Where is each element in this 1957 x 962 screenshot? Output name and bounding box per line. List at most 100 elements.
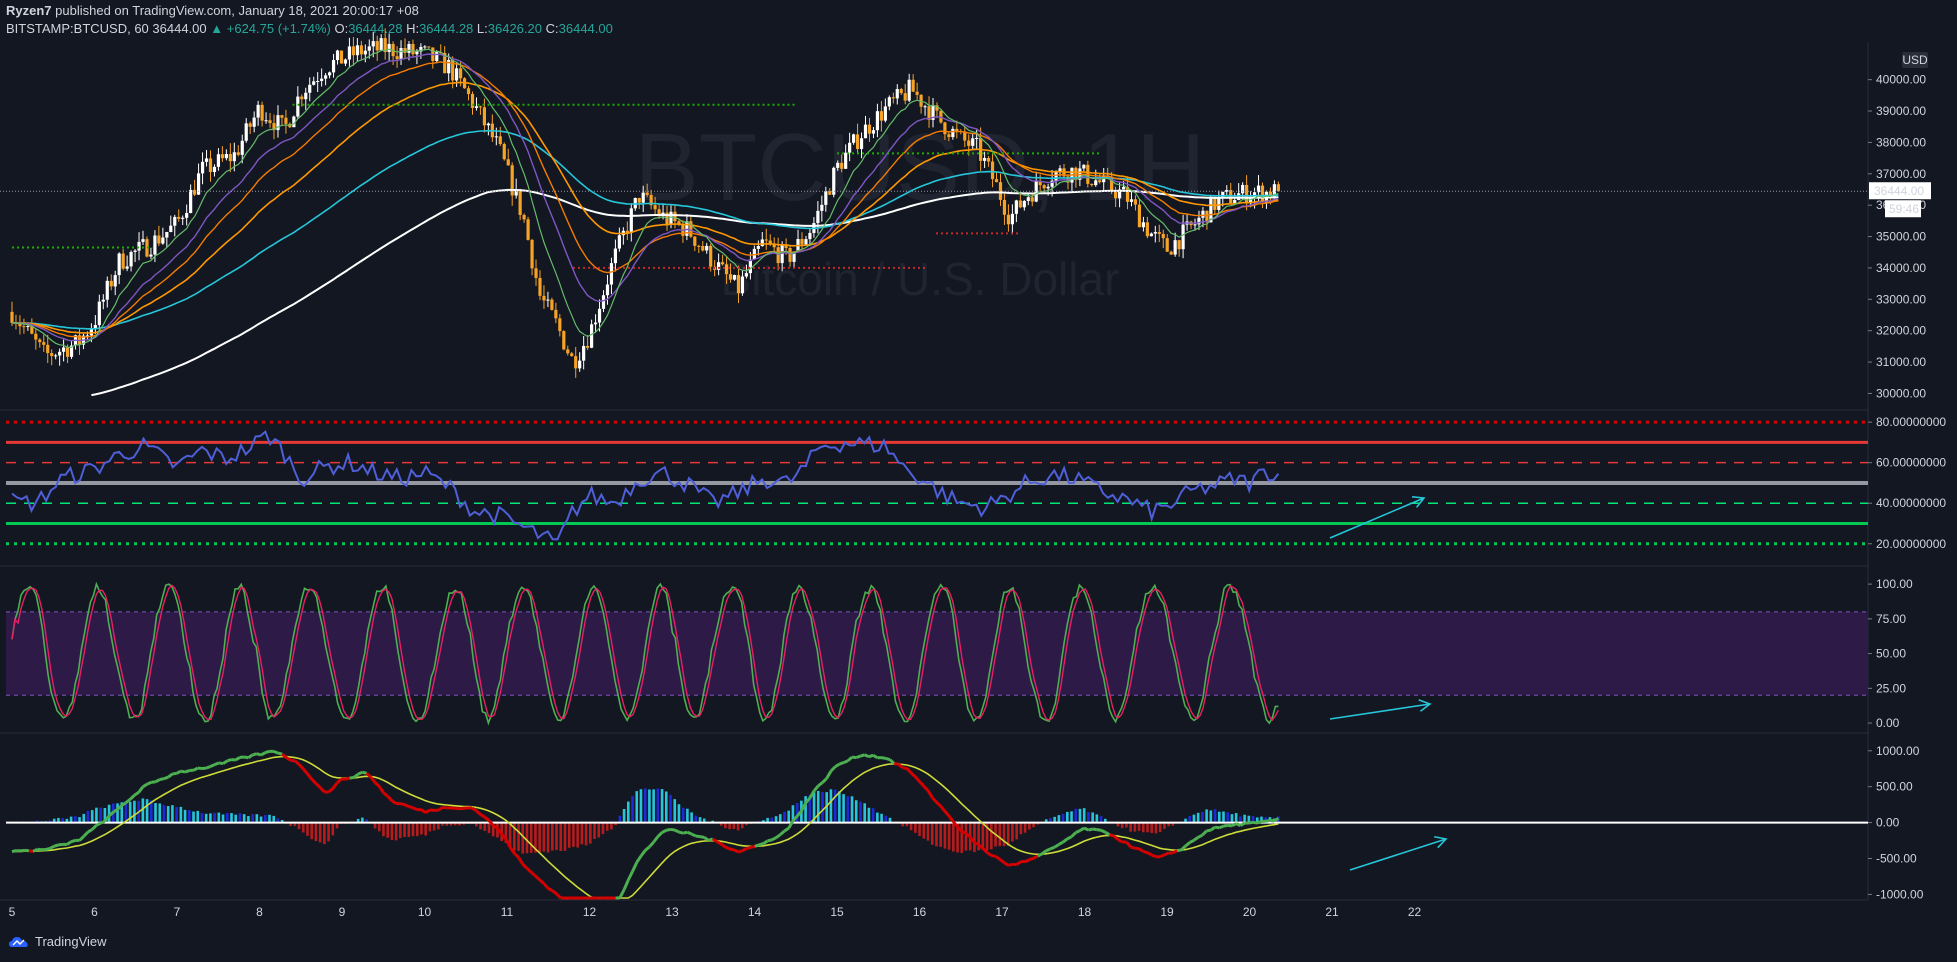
macd-line-segment xyxy=(542,882,550,890)
macd-line-segment xyxy=(661,828,667,834)
macd-histogram-bar xyxy=(171,805,174,823)
macd-line-segment xyxy=(302,767,309,775)
macd-histogram-bar xyxy=(935,822,938,847)
last-price-tag-bg xyxy=(1869,182,1931,200)
macd-line-segment xyxy=(256,752,262,757)
macd-line-segment xyxy=(163,775,169,781)
macd-line-segment xyxy=(1214,825,1220,830)
macd-histogram-bar xyxy=(842,794,845,823)
macd-histogram-bar xyxy=(1205,809,1208,823)
macd-histogram-bar xyxy=(981,822,985,850)
macd-line-segment xyxy=(1100,828,1106,834)
candle-body xyxy=(1237,193,1241,201)
macd-histogram-bar xyxy=(103,808,107,823)
macd-histogram-bar xyxy=(884,815,888,823)
macd-line-segment xyxy=(112,808,119,814)
candle-body xyxy=(550,299,554,310)
macd-line-segment xyxy=(1248,820,1254,825)
rsi-axis-tick-label: 20.00000000 xyxy=(1876,537,1946,551)
macd-histogram-bar xyxy=(652,789,655,823)
candle-body xyxy=(351,46,356,56)
macd-line-segment xyxy=(631,861,639,873)
stoch-axis-tick-label: 0.00 xyxy=(1876,716,1900,730)
tradingview-logo[interactable]: TradingView xyxy=(8,934,107,949)
low-value: 36426.20 xyxy=(487,21,542,36)
candle-body xyxy=(1125,186,1130,202)
candle-body xyxy=(1034,180,1038,202)
macd-line-segment xyxy=(1012,862,1017,867)
macd-line-segment xyxy=(487,819,495,827)
macd-line-segment xyxy=(1024,858,1030,863)
macd-histogram-bar xyxy=(880,813,883,823)
macd-line-segment xyxy=(690,832,697,838)
candle-body xyxy=(955,128,959,132)
macd-histogram-bar xyxy=(145,799,149,823)
macd-line-segment xyxy=(297,763,305,770)
macd-histogram-bar xyxy=(1057,815,1061,823)
macd-histogram-bar xyxy=(660,789,664,823)
macd-histogram-bar xyxy=(251,814,254,823)
candle-body xyxy=(911,79,915,92)
macd-histogram-bar xyxy=(572,822,575,847)
macd-histogram-bar xyxy=(795,802,799,823)
macd-axis-tick-label: -500.00 xyxy=(1876,852,1917,866)
macd-line-segment xyxy=(804,797,811,805)
macd-histogram-bar xyxy=(698,817,702,823)
macd-line-segment xyxy=(293,759,301,766)
author-name[interactable]: Ryzen7 xyxy=(6,3,52,18)
macd-histogram-bar xyxy=(926,822,930,841)
candle-body xyxy=(403,48,407,53)
macd-line-segment xyxy=(952,820,959,828)
macd-histogram-bar xyxy=(656,788,660,823)
candle-body xyxy=(478,106,483,108)
candle-body xyxy=(625,230,629,233)
macd-histogram-bar xyxy=(914,822,917,833)
macd-line-segment xyxy=(133,791,140,797)
macd-histogram-bar xyxy=(247,816,250,823)
macd-histogram-bar xyxy=(787,810,791,823)
macd-histogram-bar xyxy=(1019,822,1023,835)
candle-body xyxy=(768,240,772,244)
macd-line-segment xyxy=(1189,838,1195,844)
candle-body xyxy=(609,263,614,285)
macd-histogram-bar xyxy=(1129,822,1132,832)
macd-histogram-bar xyxy=(1120,822,1124,829)
macd-histogram-bar xyxy=(517,822,520,851)
macd-histogram-bar xyxy=(943,822,947,849)
currency-badge[interactable]: USD xyxy=(1902,53,1928,67)
macd-line-segment xyxy=(234,756,241,762)
macd-line-segment xyxy=(922,785,930,792)
macd-line-segment xyxy=(1218,824,1225,830)
candle-body xyxy=(927,106,931,120)
macd-line-segment xyxy=(82,830,90,838)
candle-body xyxy=(304,92,308,100)
macd-line-segment xyxy=(1070,831,1077,838)
macd-line-segment xyxy=(525,867,533,874)
candle-body xyxy=(1161,233,1165,239)
macd-histogram-bar xyxy=(158,803,162,823)
macd-histogram-bar xyxy=(964,822,968,851)
macd-line-segment xyxy=(273,749,279,755)
candle-body xyxy=(284,117,288,124)
macd-histogram-bar xyxy=(445,822,449,826)
macd-line-segment xyxy=(686,830,693,836)
macd-line-segment xyxy=(455,806,460,811)
macd-histogram-bar xyxy=(1137,822,1141,831)
macd-histogram-bar xyxy=(331,822,335,836)
macd-line-segment xyxy=(1053,843,1060,849)
candle-body xyxy=(494,136,498,138)
candle-body xyxy=(371,41,375,47)
macd-histogram-bar xyxy=(259,816,263,823)
stoch-k-line xyxy=(11,581,1279,726)
candle-body xyxy=(967,140,971,146)
open-value: 36444.28 xyxy=(348,21,403,36)
macd-histogram-bar xyxy=(643,788,647,823)
candle-body xyxy=(804,239,808,245)
macd-line-segment xyxy=(897,763,904,770)
macd-histogram-bar xyxy=(1255,817,1259,823)
candle-body xyxy=(54,355,58,357)
macd-line-segment xyxy=(1273,817,1280,823)
macd-line-segment xyxy=(534,874,541,882)
candle-body xyxy=(216,154,221,167)
